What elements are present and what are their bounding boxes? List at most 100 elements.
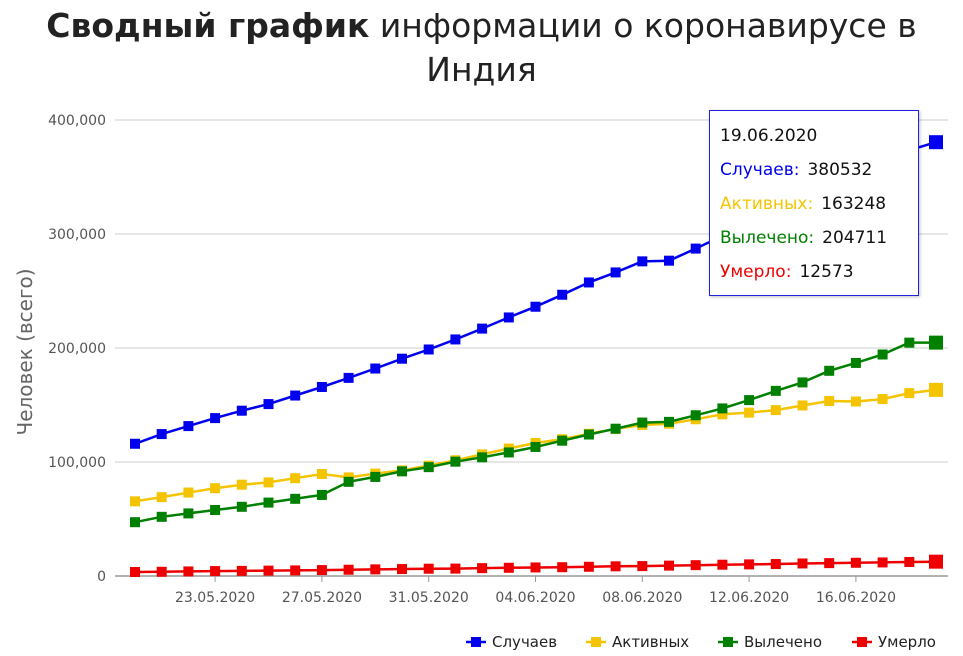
data-point[interactable] — [850, 396, 861, 407]
data-point[interactable] — [183, 421, 194, 432]
data-point[interactable] — [929, 135, 943, 150]
data-point[interactable] — [423, 344, 434, 355]
legend-item[interactable]: Случаев — [466, 633, 557, 651]
data-point[interactable] — [236, 501, 247, 512]
data-point[interactable] — [824, 558, 835, 569]
data-point[interactable] — [530, 301, 541, 312]
data-point[interactable] — [210, 483, 221, 494]
data-point[interactable] — [797, 558, 808, 569]
data-point[interactable] — [929, 335, 943, 350]
data-point[interactable] — [130, 496, 140, 507]
data-point[interactable] — [183, 487, 194, 498]
data-point[interactable] — [904, 388, 915, 399]
data-point[interactable] — [397, 564, 407, 575]
data-point[interactable] — [744, 407, 755, 418]
data-point[interactable] — [210, 413, 221, 424]
data-point[interactable] — [664, 416, 674, 427]
data-point[interactable] — [263, 565, 274, 576]
data-point[interactable] — [690, 560, 701, 571]
data-point[interactable] — [236, 565, 247, 576]
data-point[interactable] — [717, 559, 728, 570]
data-point[interactable] — [690, 243, 701, 254]
data-point[interactable] — [370, 564, 381, 575]
data-point[interactable] — [850, 557, 861, 568]
data-point[interactable] — [557, 289, 568, 300]
data-point[interactable] — [744, 395, 755, 406]
data-point[interactable] — [877, 557, 888, 568]
data-point[interactable] — [610, 561, 621, 572]
data-point[interactable] — [637, 561, 648, 572]
data-point[interactable] — [450, 456, 461, 467]
data-point[interactable] — [156, 511, 167, 522]
data-point[interactable] — [316, 489, 327, 500]
data-point[interactable] — [183, 508, 194, 519]
data-point[interactable] — [904, 556, 915, 567]
data-point[interactable] — [130, 438, 140, 449]
data-point[interactable] — [583, 277, 594, 288]
data-point[interactable] — [156, 566, 167, 577]
data-point[interactable] — [370, 363, 381, 374]
data-point[interactable] — [824, 396, 835, 407]
data-point[interactable] — [797, 377, 808, 388]
data-point[interactable] — [397, 466, 407, 477]
data-point[interactable] — [130, 517, 140, 528]
data-point[interactable] — [156, 429, 167, 440]
data-point[interactable] — [343, 564, 354, 575]
data-point[interactable] — [929, 382, 943, 397]
data-point[interactable] — [290, 493, 301, 504]
data-point[interactable] — [717, 409, 728, 420]
data-point[interactable] — [503, 312, 514, 323]
data-point[interactable] — [263, 399, 274, 410]
data-point[interactable] — [690, 410, 701, 421]
data-point[interactable] — [290, 390, 301, 401]
data-point[interactable] — [477, 452, 488, 463]
data-point[interactable] — [503, 447, 514, 458]
data-point[interactable] — [477, 563, 488, 574]
data-point[interactable] — [877, 394, 888, 405]
data-point[interactable] — [664, 560, 674, 571]
data-point[interactable] — [290, 473, 301, 484]
data-point[interactable] — [664, 255, 674, 266]
data-point[interactable] — [450, 334, 461, 345]
data-point[interactable] — [797, 400, 808, 411]
data-point[interactable] — [717, 403, 728, 414]
data-point[interactable] — [370, 471, 381, 482]
data-point[interactable] — [210, 504, 221, 515]
data-point[interactable] — [503, 562, 514, 573]
data-point[interactable] — [423, 563, 434, 574]
data-point[interactable] — [557, 435, 568, 446]
data-point[interactable] — [183, 566, 194, 577]
data-point[interactable] — [236, 405, 247, 416]
data-point[interactable] — [263, 477, 274, 488]
data-point[interactable] — [210, 566, 221, 577]
legend-item[interactable]: Умерло — [852, 633, 936, 651]
data-point[interactable] — [343, 476, 354, 487]
data-point[interactable] — [423, 462, 434, 473]
data-point[interactable] — [824, 365, 835, 376]
data-point[interactable] — [929, 554, 943, 569]
legend[interactable]: Случаев Активных Вылечено Умерло — [466, 633, 936, 651]
data-point[interactable] — [290, 565, 301, 576]
data-point[interactable] — [530, 441, 541, 452]
data-point[interactable] — [530, 562, 541, 573]
data-point[interactable] — [850, 357, 861, 368]
data-point[interactable] — [397, 353, 407, 364]
data-point[interactable] — [316, 381, 327, 392]
data-point[interactable] — [316, 468, 327, 479]
legend-item[interactable]: Активных — [586, 633, 689, 651]
data-point[interactable] — [770, 559, 781, 570]
data-point[interactable] — [316, 565, 327, 576]
data-point[interactable] — [610, 423, 621, 434]
data-point[interactable] — [343, 372, 354, 383]
data-point[interactable] — [904, 337, 915, 348]
data-point[interactable] — [770, 405, 781, 416]
data-point[interactable] — [477, 323, 488, 334]
data-point[interactable] — [557, 562, 568, 573]
data-point[interactable] — [583, 429, 594, 440]
data-point[interactable] — [583, 561, 594, 572]
data-point[interactable] — [236, 479, 247, 490]
data-point[interactable] — [156, 492, 167, 503]
data-point[interactable] — [770, 385, 781, 396]
legend-item[interactable]: Вылечено — [718, 633, 822, 651]
data-point[interactable] — [637, 417, 648, 428]
